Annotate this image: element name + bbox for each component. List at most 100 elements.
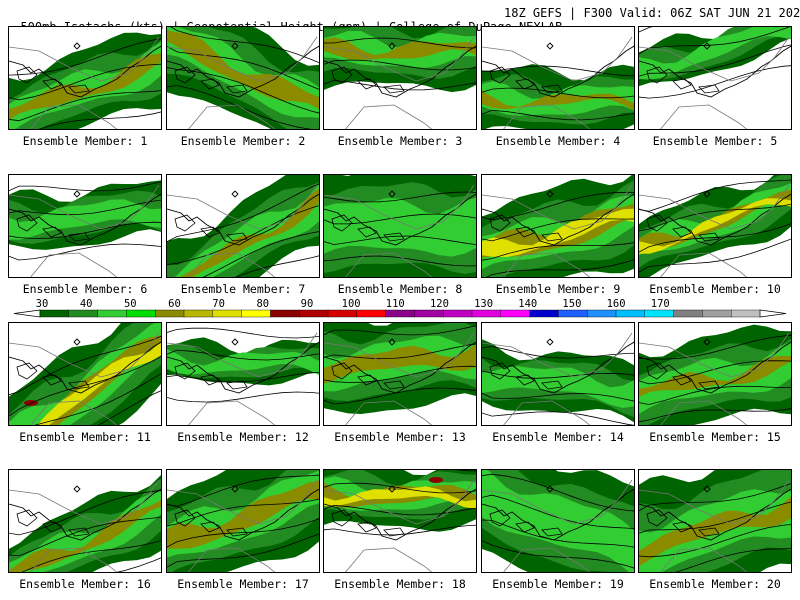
ensemble-member-label: Ensemble Member: 11 [19, 430, 151, 444]
ensemble-member-label: Ensemble Member: 14 [492, 430, 624, 444]
scale-tick-label: 30 [36, 298, 49, 310]
state-border [167, 36, 318, 82]
height-contour [482, 392, 634, 402]
ensemble-map-9 [481, 174, 635, 278]
great-lakes-outline [646, 66, 720, 94]
ensemble-map-12 [166, 322, 320, 426]
great-lakes-outline [646, 362, 720, 390]
high-marker-icon [546, 338, 554, 346]
ensemble-map-13 [323, 322, 477, 426]
height-contour [324, 37, 476, 49]
ensemble-map-3 [323, 26, 477, 130]
ensemble-member-label: Ensemble Member: 5 [652, 134, 778, 148]
scale-tick-label: 140 [518, 298, 537, 310]
ensemble-member-label: Ensemble Member: 12 [177, 430, 309, 444]
ensemble-member-label: Ensemble Member: 3 [337, 134, 463, 148]
isotach-map [324, 175, 476, 277]
ensemble-map-16 [8, 469, 162, 573]
high-marker-icon [231, 42, 239, 50]
height-contour [9, 38, 161, 76]
ensemble-member-label: Ensemble Member: 15 [649, 430, 781, 444]
height-contour [482, 519, 634, 548]
height-contour [482, 540, 634, 569]
ensemble-map-11 [8, 322, 162, 426]
height-contour [639, 501, 791, 534]
state-border [660, 400, 748, 425]
state-border [188, 400, 276, 425]
great-lakes-outline [174, 509, 248, 537]
scale-tick-label: 160 [607, 298, 626, 310]
scale-tick-label: 60 [168, 298, 181, 310]
state-border [482, 332, 633, 378]
isotach-map [482, 36, 634, 129]
scale-swatch [443, 309, 473, 318]
state-border [188, 252, 276, 277]
height-contour [9, 335, 161, 396]
height-contour [34, 373, 161, 425]
scale-swatch [356, 309, 387, 318]
ensemble-map-7 [166, 174, 320, 278]
height-contour [324, 235, 476, 246]
isotach-60kt-area [639, 496, 791, 567]
height-contour [324, 79, 476, 91]
scale-tick-label: 100 [342, 298, 361, 310]
scale-swatch [126, 309, 156, 318]
scale-tick-label: 170 [651, 298, 670, 310]
great-lakes-outline [16, 214, 90, 242]
height-contour [324, 59, 476, 71]
isotach-60kt-area [9, 500, 161, 572]
height-contour [675, 548, 791, 572]
state-border [9, 184, 160, 230]
state-border [660, 547, 748, 572]
isotach-map [639, 175, 791, 277]
height-contour [116, 557, 161, 572]
scale-swatch [731, 309, 761, 318]
isotach-map [167, 175, 319, 277]
height-contour [324, 482, 476, 494]
state-border [639, 36, 790, 82]
scale-tick-label: 40 [80, 298, 93, 310]
height-contour [324, 343, 476, 360]
height-contour [9, 355, 161, 417]
high-marker-icon [231, 338, 239, 346]
high-marker-icon [73, 190, 81, 198]
great-lakes-outline [16, 66, 90, 94]
high-marker-icon [388, 190, 396, 198]
ensemble-map-1 [8, 26, 162, 130]
state-border [503, 400, 591, 425]
isotach-50kt-area [482, 470, 634, 572]
ensemble-map-17 [166, 469, 320, 573]
state-border [30, 400, 118, 425]
great-lakes-outline [331, 509, 405, 537]
state-border [30, 252, 118, 277]
state-border [482, 184, 633, 230]
state-border [503, 547, 591, 572]
scale-swatch [39, 309, 70, 318]
great-lakes-outline [489, 362, 563, 390]
state-border [167, 184, 318, 230]
high-marker-icon [388, 338, 396, 346]
height-contour [324, 213, 476, 225]
ensemble-map-8 [323, 174, 477, 278]
state-border [9, 332, 160, 378]
isotach-60kt-area [167, 480, 319, 549]
ensemble-map-4 [481, 26, 635, 130]
height-contour [639, 483, 791, 512]
isotach-map [639, 324, 791, 425]
isotach-map [482, 470, 634, 572]
ensemble-member-label: Ensemble Member: 7 [180, 282, 306, 296]
isotach-50kt-area [639, 341, 791, 414]
ensemble-member-label: Ensemble Member: 1 [22, 134, 148, 148]
isotach-map [167, 470, 319, 572]
scale-right-arrow [759, 309, 787, 318]
isotach-map [9, 323, 161, 425]
state-border [167, 479, 318, 525]
scale-tick-label: 120 [430, 298, 449, 310]
isotach-map [167, 27, 319, 129]
height-contour [9, 90, 161, 122]
scale-tick-label: 80 [256, 298, 269, 310]
state-border [639, 184, 790, 230]
isotach-60kt-area [482, 91, 634, 110]
height-contour [639, 203, 791, 232]
height-contour [639, 27, 791, 55]
